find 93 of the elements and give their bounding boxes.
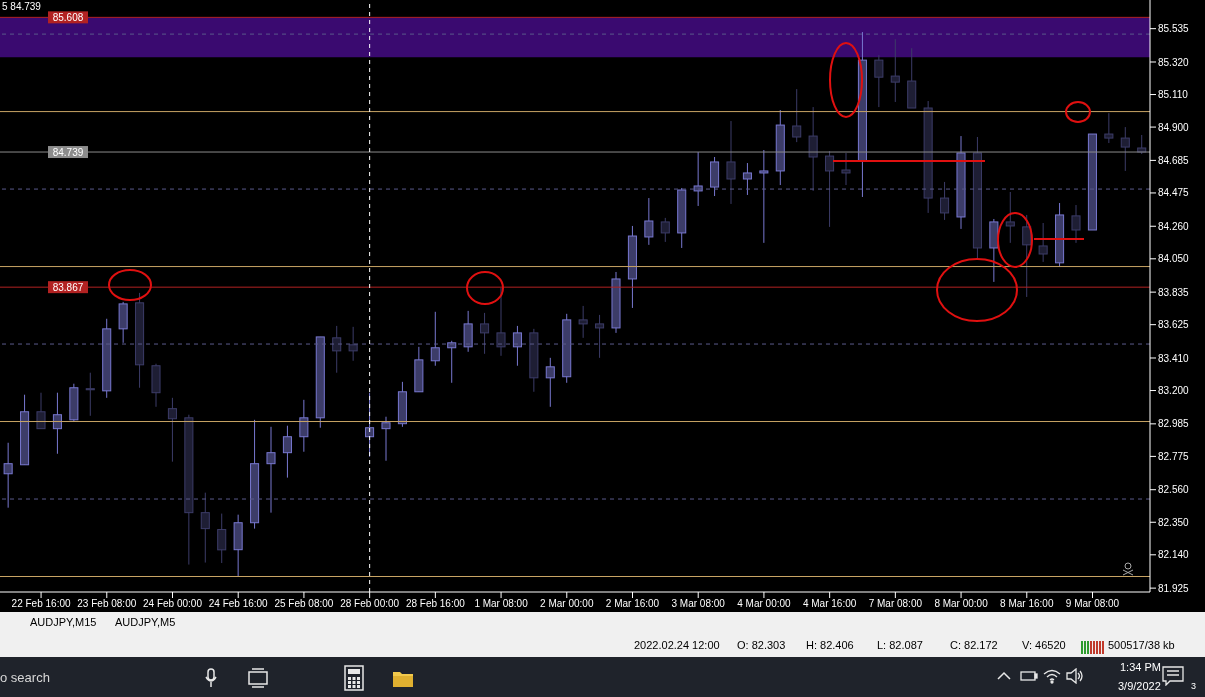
ref-line-label: 85.608 bbox=[52, 12, 84, 24]
x-tick-label: 25 Feb 08:00 bbox=[274, 598, 334, 610]
x-tick-label: 4 Mar 16:00 bbox=[802, 598, 857, 610]
candlestick bbox=[365, 392, 375, 458]
x-tick-label: 24 Feb 00:00 bbox=[143, 598, 203, 610]
candlestick bbox=[792, 88, 802, 143]
text: 3/9/2022 bbox=[1118, 680, 1161, 693]
candlestick bbox=[759, 149, 769, 244]
text: O: 82.303 bbox=[737, 639, 786, 652]
y-tick-label: 83.200 bbox=[1158, 385, 1190, 397]
candlestick bbox=[545, 357, 555, 408]
ref-line-label: 84.739 bbox=[52, 147, 84, 159]
x-tick-label: 2 Mar 00:00 bbox=[540, 598, 594, 610]
candlestick bbox=[825, 150, 835, 228]
candlestick bbox=[52, 392, 62, 455]
y-tick-label: 82.985 bbox=[1158, 418, 1190, 430]
candlestick bbox=[1071, 204, 1081, 244]
candlestick bbox=[463, 310, 473, 353]
x-tick-label: 8 Mar 00:00 bbox=[934, 598, 989, 610]
candlestick bbox=[266, 426, 276, 514]
candlestick bbox=[808, 106, 818, 192]
candlestick bbox=[1120, 126, 1130, 172]
candlestick bbox=[217, 513, 227, 564]
x-tick-label: 22 Feb 16:00 bbox=[11, 598, 71, 610]
y-tick-label: 81.925 bbox=[1158, 582, 1190, 594]
text: 500517/38 kb bbox=[1108, 639, 1175, 652]
candlestick bbox=[480, 312, 490, 355]
candlestick bbox=[36, 392, 46, 430]
y-tick-label: 82.350 bbox=[1158, 516, 1190, 528]
x-tick-label: 8 Mar 16:00 bbox=[1000, 598, 1054, 610]
y-tick-label: 83.410 bbox=[1158, 352, 1190, 364]
candlestick bbox=[85, 372, 95, 417]
y-tick-label: 84.900 bbox=[1158, 121, 1190, 133]
text: C: 82.172 bbox=[950, 639, 998, 652]
candlestick bbox=[693, 151, 703, 207]
candlestick bbox=[726, 120, 736, 205]
candlestick bbox=[1005, 191, 1015, 244]
x-tick-label: 3 Mar 08:00 bbox=[671, 598, 726, 610]
text: 3 bbox=[1191, 681, 1197, 692]
candlestick bbox=[1104, 112, 1114, 144]
text: 1:34 PM bbox=[1120, 661, 1161, 674]
text: AUDJPY,M5 bbox=[115, 616, 176, 629]
candlestick bbox=[841, 152, 851, 186]
candlestick bbox=[742, 162, 752, 196]
x-tick-label: 9 Mar 08:00 bbox=[1065, 598, 1120, 610]
y-tick-label: 83.835 bbox=[1158, 286, 1190, 298]
x-tick-label: 28 Feb 16:00 bbox=[405, 598, 466, 610]
text: V: 46520 bbox=[1022, 639, 1066, 652]
y-tick-label: 83.625 bbox=[1158, 319, 1190, 331]
y-tick-label: 84.260 bbox=[1158, 220, 1190, 232]
candlestick bbox=[282, 425, 292, 479]
candlestick bbox=[200, 492, 210, 564]
x-tick-label: 28 Feb 00:00 bbox=[340, 598, 400, 610]
candlestick bbox=[167, 397, 177, 463]
text: o search bbox=[0, 670, 50, 685]
candlestick bbox=[644, 197, 654, 246]
text: 2022.02.24 12:00 bbox=[634, 639, 720, 652]
y-tick-label: 82.140 bbox=[1158, 549, 1190, 561]
candlestick bbox=[430, 311, 440, 367]
candlestick bbox=[332, 325, 342, 374]
candlestick bbox=[496, 287, 506, 357]
x-tick-label: 2 Mar 16:00 bbox=[605, 598, 660, 610]
text: H: 82.406 bbox=[806, 639, 854, 652]
candlestick bbox=[3, 442, 13, 509]
candlestick bbox=[890, 38, 900, 103]
candlestick bbox=[595, 314, 605, 359]
candlestick bbox=[381, 416, 391, 462]
ref-line-label: 83.867 bbox=[52, 282, 84, 294]
candlestick bbox=[578, 305, 588, 339]
y-tick-label: 82.775 bbox=[1158, 450, 1190, 462]
candlestick bbox=[1038, 222, 1048, 263]
candlestick bbox=[512, 325, 522, 367]
x-tick-label: 4 Mar 00:00 bbox=[737, 598, 792, 610]
candlestick bbox=[348, 326, 358, 362]
y-tick-label: 84.475 bbox=[1158, 187, 1190, 199]
y-tick-label: 85.320 bbox=[1158, 56, 1190, 68]
x-tick-label: 23 Feb 08:00 bbox=[77, 598, 137, 610]
y-tick-label: 84.685 bbox=[1158, 154, 1190, 166]
text: AUDJPY,M15 bbox=[30, 616, 97, 629]
y-tick-label: 85.535 bbox=[1158, 23, 1190, 35]
y-tick-label: 85.110 bbox=[1158, 89, 1189, 101]
annotation: 5 84.739 bbox=[2, 1, 41, 13]
candlestick bbox=[660, 217, 670, 243]
candlestick bbox=[1022, 214, 1032, 298]
x-tick-label: 7 Mar 08:00 bbox=[868, 598, 923, 610]
text: L: 82.087 bbox=[877, 639, 923, 652]
y-tick-label: 84.050 bbox=[1158, 253, 1190, 265]
candlestick bbox=[299, 399, 309, 453]
candlestick bbox=[874, 54, 884, 108]
x-tick-label: 1 Mar 08:00 bbox=[474, 598, 529, 610]
x-tick-label: 24 Feb 16:00 bbox=[208, 598, 269, 610]
candlestick bbox=[940, 181, 950, 221]
y-tick-label: 82.560 bbox=[1158, 484, 1190, 496]
